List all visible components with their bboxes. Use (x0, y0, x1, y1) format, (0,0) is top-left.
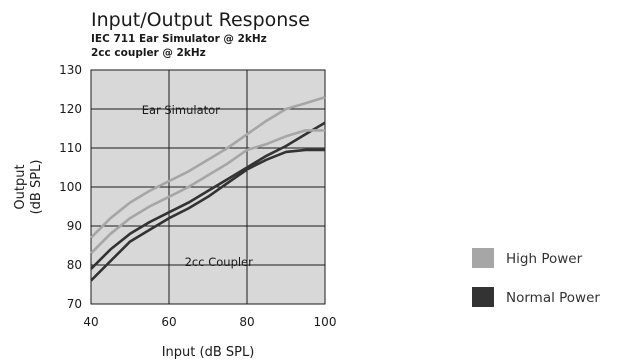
x-tick-label: 80 (239, 315, 254, 329)
chart-subtitle-ear-simulator: IEC 711 Ear Simulator @ 2kHz (91, 33, 267, 45)
legend-swatch-1 (472, 248, 494, 268)
chart-title: Input/Output Response (91, 9, 310, 31)
y-tick-label: 70 (67, 297, 82, 311)
grid-lines (91, 70, 325, 304)
legend-label-1: High Power (506, 251, 583, 267)
y-axis-label-line-1: Output (13, 164, 28, 209)
chart-subtitle-coupler: 2cc coupler @ 2kHz (91, 47, 206, 59)
x-tick-label: 60 (161, 315, 176, 329)
x-axis-label: Input (dB SPL) (162, 345, 255, 360)
x-tick-label: 40 (83, 315, 98, 329)
annotation-ear-simulator: Ear Simulator (142, 103, 220, 117)
y-tick-label: 90 (67, 219, 82, 233)
y-tick-label: 100 (59, 180, 82, 194)
series-line-3 (90, 129, 325, 255)
x-tick-label: 100 (314, 315, 337, 329)
series-line-2 (90, 121, 326, 270)
y-axis-label-line-2: (dB SPL) (29, 160, 44, 215)
y-tick-label: 120 (59, 102, 82, 116)
y-tick-label: 110 (59, 141, 82, 155)
series-line-1 (90, 96, 326, 239)
y-tick-label: 80 (67, 258, 82, 272)
series-layer (90, 96, 326, 282)
series-line-4 (90, 148, 325, 282)
y-axis-label: Output (dB SPL) (13, 160, 44, 215)
annotation-2cc-coupler: 2cc Coupler (185, 255, 254, 269)
legend-label-2: Normal Power (506, 290, 600, 306)
legend-swatch-2 (472, 287, 494, 307)
tick-labels: 70 80 90 100 110 120 130 40 60 80 100 (59, 63, 336, 329)
legend: High Power Normal Power (472, 248, 600, 307)
y-tick-label: 130 (59, 63, 82, 77)
